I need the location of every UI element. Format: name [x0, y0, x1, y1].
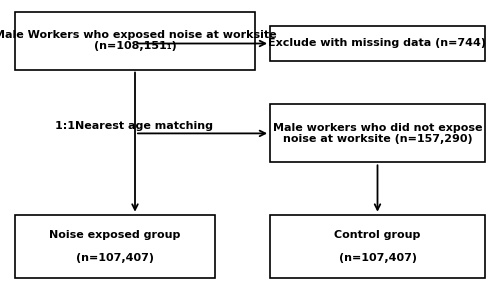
Bar	[270, 215, 485, 278]
Bar	[15, 12, 255, 70]
Text: 1:1Nearest age matching: 1:1Nearest age matching	[55, 121, 213, 131]
Text: Control group

(n=107,407): Control group (n=107,407)	[334, 230, 420, 263]
Text: Noise exposed group

(n=107,407): Noise exposed group (n=107,407)	[50, 230, 180, 263]
Bar	[15, 215, 215, 278]
Text: Exclude with missing data (n=744): Exclude with missing data (n=744)	[268, 39, 486, 48]
Bar	[270, 26, 485, 61]
Text: Male Workers who exposed noise at worksite
(n=108,151₁): Male Workers who exposed noise at worksi…	[0, 30, 276, 51]
Text: Male workers who did not expose
noise at worksite (n=157,290): Male workers who did not expose noise at…	[273, 123, 482, 144]
Bar	[270, 104, 485, 162]
